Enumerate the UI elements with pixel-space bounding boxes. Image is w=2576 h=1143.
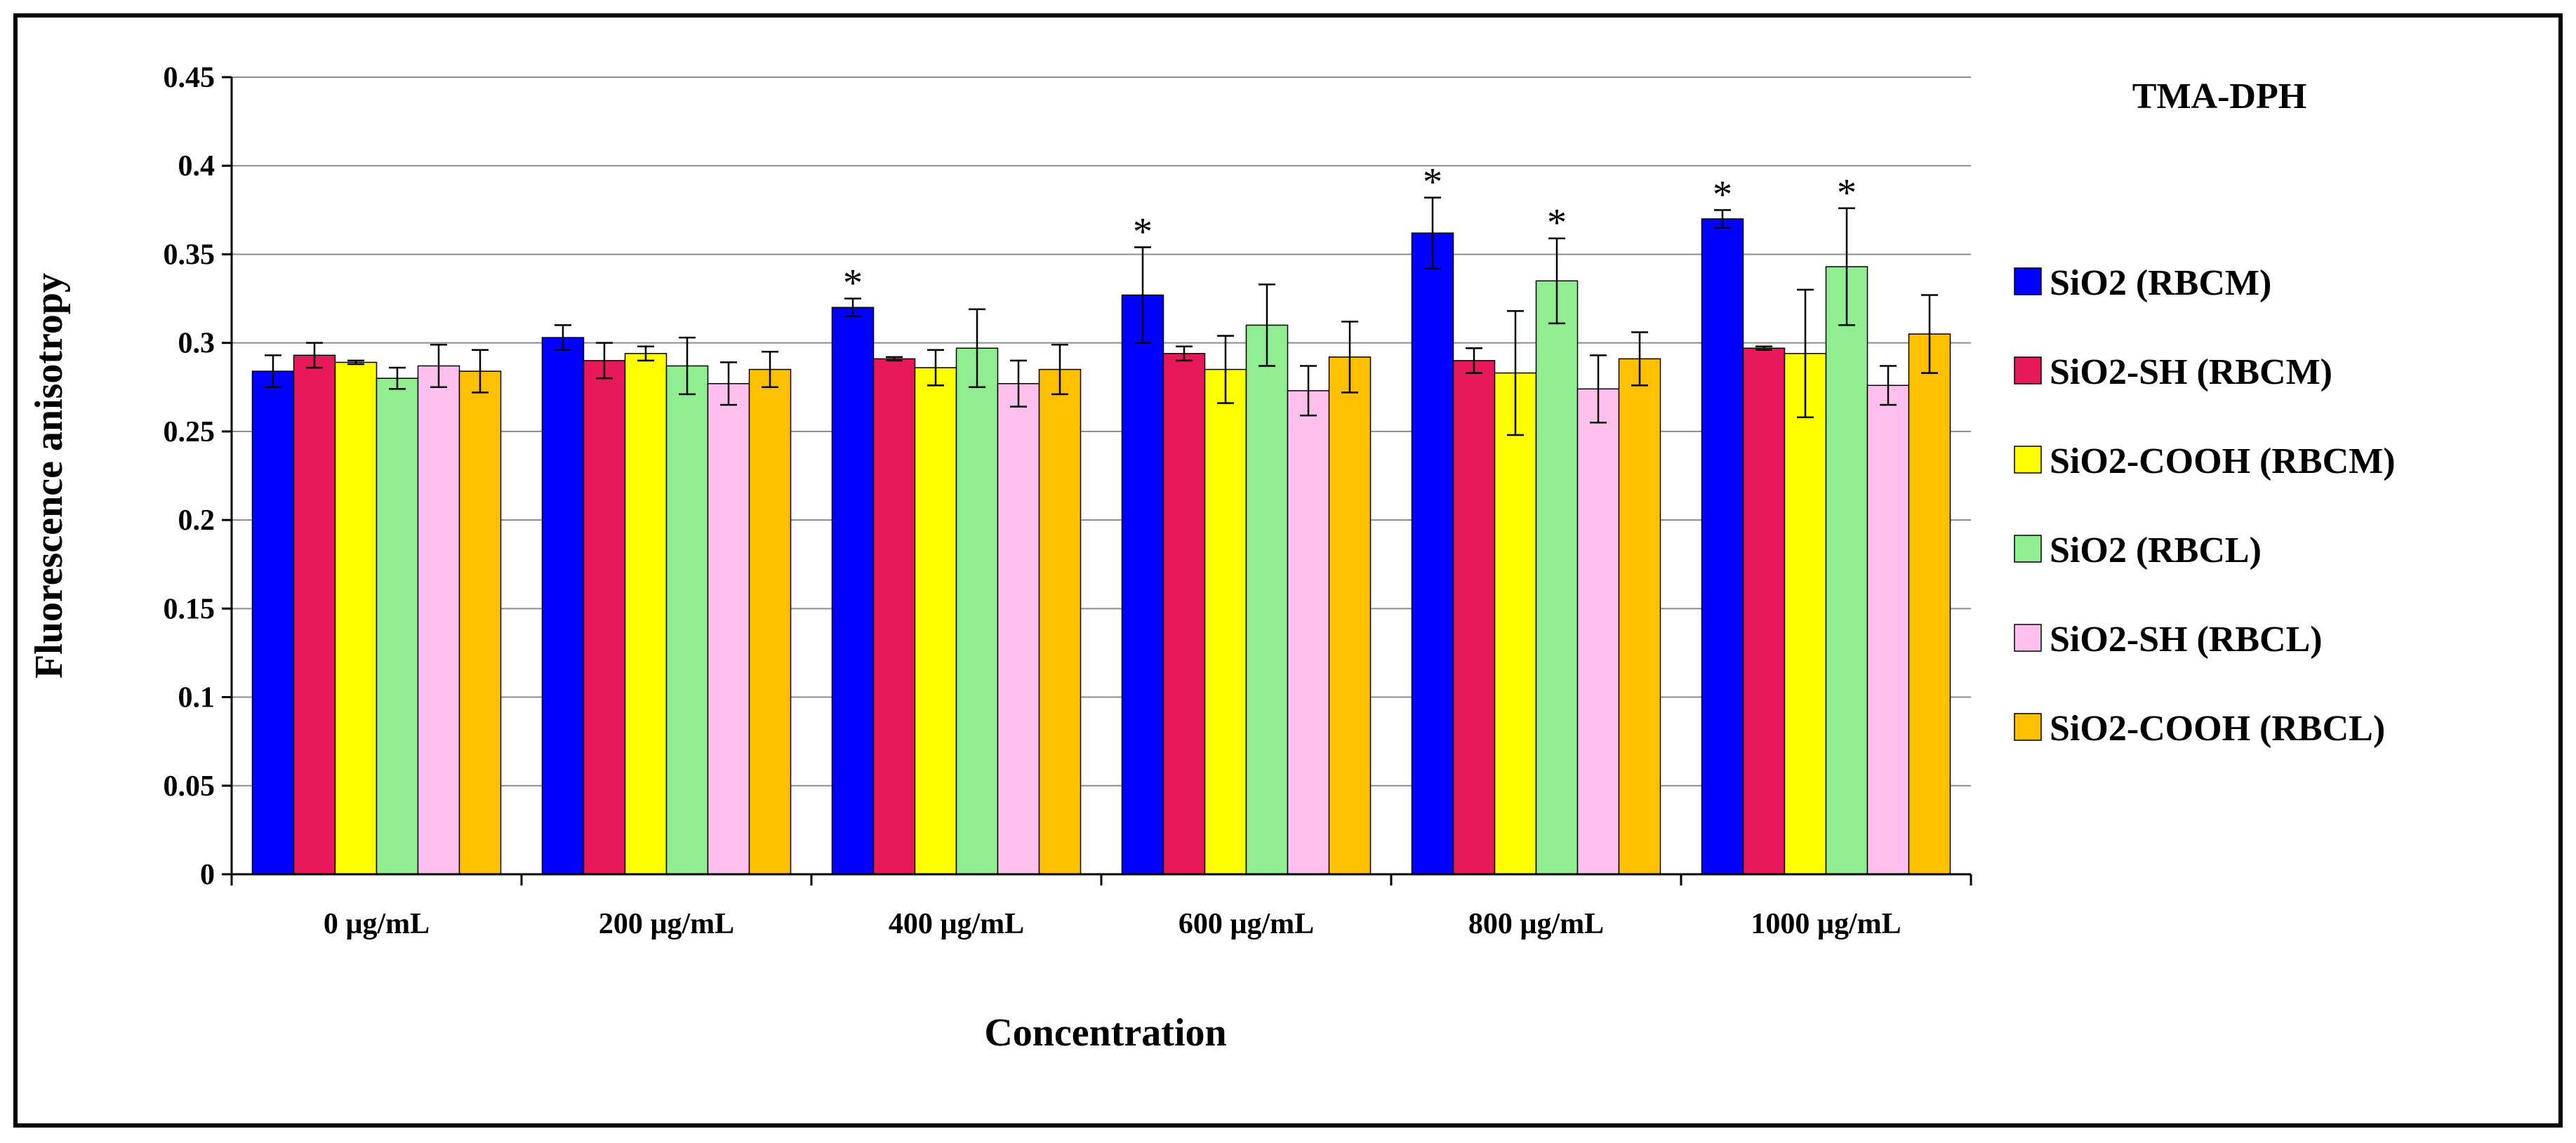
significance-asterisk: * [843,262,863,305]
gridlines [232,76,1971,787]
y-tick-label: 0.05 [164,770,215,803]
bar [1204,368,1247,875]
bar [1742,347,1786,875]
legend-swatch [2014,267,2042,295]
x-ticks: 0 µg/mL 200 µg/mL 400 µg/mL 600 µg/mL 800 µg… [230,874,1972,940]
bar [1825,266,1868,875]
bar [1618,358,1661,875]
bar [1121,294,1164,875]
bar [1162,353,1206,875]
x-tick-label: 800 µg/mL [1468,908,1604,940]
y-tick-label: 0.1 [178,682,215,714]
y-tick-label: 0.15 [164,593,215,625]
significance-asterisk: * [1133,210,1153,253]
bar [665,365,709,875]
bar [1287,390,1330,875]
y-tick-label: 0.4 [178,150,215,182]
bar [1535,280,1579,875]
significance-asterisk: * [1837,171,1857,215]
bars [251,218,1951,875]
y-tick-label: 0 [200,859,215,891]
legend-swatch [2014,356,2042,385]
bar [997,382,1040,875]
significance-marks: * * * * * * [843,161,1857,305]
error-bars [265,196,1938,436]
legend-label: SiO2 (RBCM) [2050,263,2271,303]
legend-swatch [2014,713,2042,741]
bar [293,354,336,875]
bar [1038,368,1082,875]
bar [251,370,295,875]
x-tick-label: 1000 µg/mL [1751,908,1901,940]
significance-asterisk: * [1547,201,1567,245]
bar [541,337,585,875]
x-tick-label: 400 µg/mL [889,908,1024,940]
legend: SiO2 (RBCM) SiO2-SH (RBCM) SiO2-COOH (RBCM… [2014,263,2396,749]
legend-label: SiO2-COOH (RBCM) [2050,441,2396,481]
bar [1866,385,1910,875]
x-tick-label: 600 µg/mL [1179,908,1314,940]
bar [1908,333,1951,875]
y-ticks: 0 0.05 0.1 0.15 0.2 0.25 0.3 0.35 0.4 0.45 [164,62,232,891]
legend-swatch [2014,535,2042,563]
y-tick-label: 0.2 [178,504,215,537]
bar [1245,324,1289,875]
bar [1784,353,1827,875]
bar [458,370,502,875]
significance-asterisk: * [1423,161,1442,204]
x-axis-title: Concentration [984,1011,1226,1055]
legend-label: SiO2 (RBCL) [2050,530,2262,570]
bar [376,377,419,875]
y-tick-label: 0.3 [178,328,215,360]
y-tick-label: 0.35 [164,239,215,271]
bar [334,361,378,875]
chart-title: TMA-DPH [2132,76,2306,116]
legend-swatch [2014,446,2042,474]
legend-label: SiO2-COOH (RBCL) [2050,709,2385,749]
y-axis-title: Fluorescence anisotropy [27,273,71,679]
significance-asterisk: * [1713,173,1732,216]
bar [624,353,668,875]
bar [1701,218,1744,875]
y-tick-label: 0.45 [164,62,215,94]
bar [955,347,999,875]
y-tick-label: 0.25 [164,416,215,448]
bar [1328,356,1372,875]
bar [1494,372,1537,875]
bar [831,307,875,875]
x-tick-label: 0 µg/mL [324,908,430,940]
bar [914,367,957,875]
bar [872,358,916,875]
bar [1576,388,1620,875]
bar [583,360,626,875]
legend-label: SiO2-SH (RBCL) [2050,620,2323,660]
legend-swatch [2014,624,2042,652]
bar [1411,232,1454,875]
x-tick-label: 200 µg/mL [599,908,734,940]
bar [748,368,792,875]
bar [707,382,750,875]
bar [417,365,460,875]
legend-label: SiO2-SH (RBCM) [2050,352,2332,392]
bar [1452,360,1496,875]
